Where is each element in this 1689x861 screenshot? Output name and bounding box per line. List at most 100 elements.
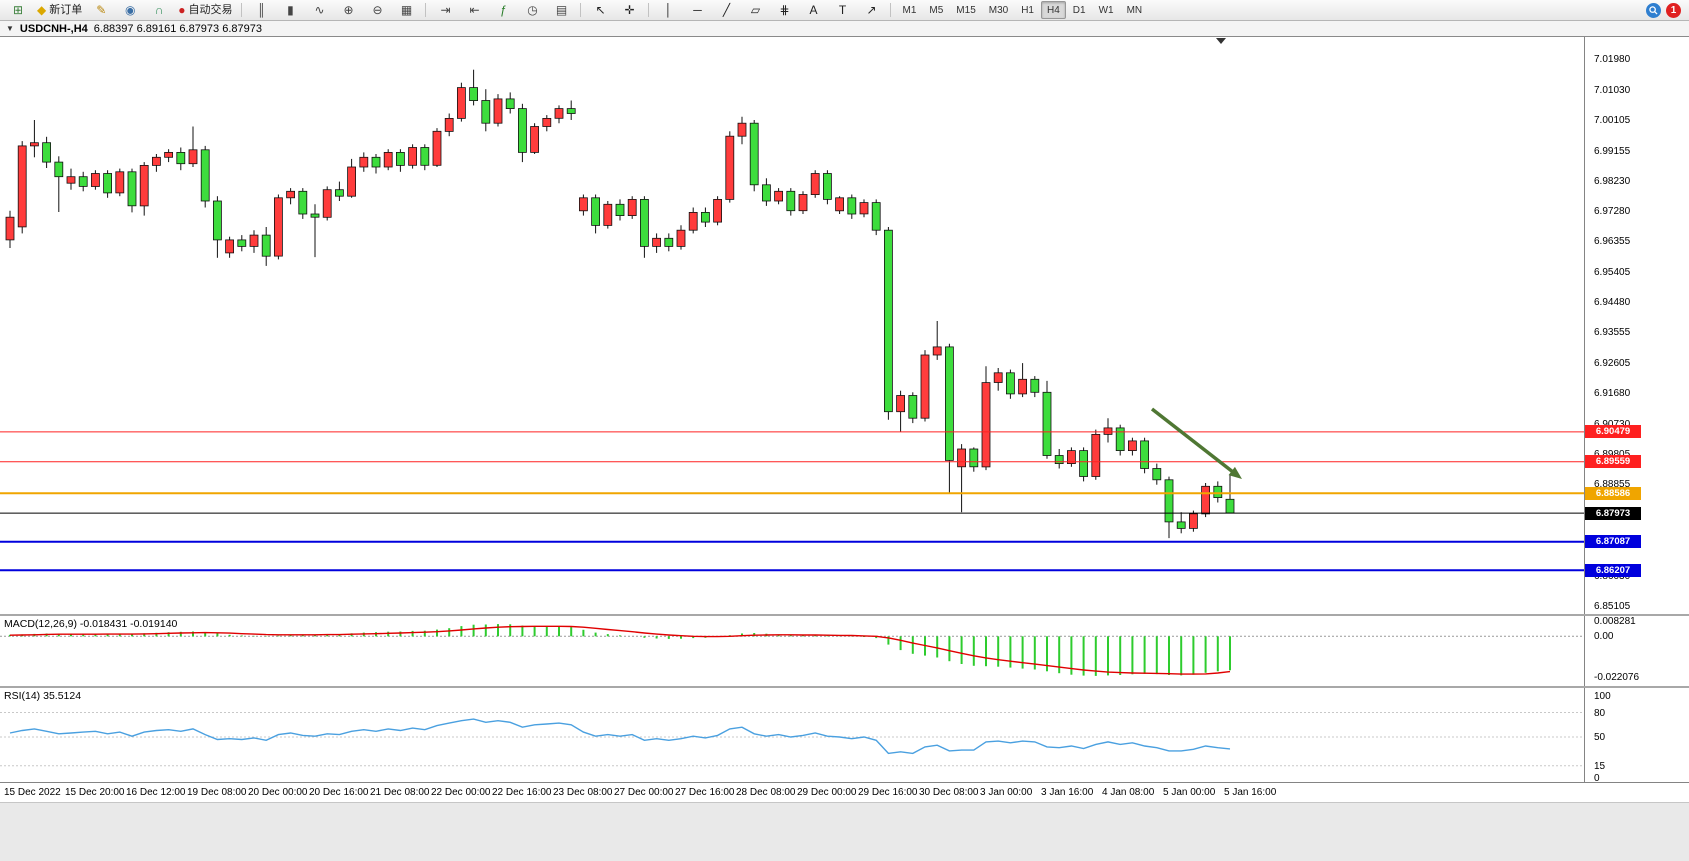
candle-body bbox=[762, 184, 771, 202]
timeframe-m1-button[interactable]: M1 bbox=[902, 4, 917, 16]
candle-body bbox=[481, 100, 491, 124]
bar-chart-button[interactable]: ║ bbox=[247, 0, 275, 20]
timeframe-h1-button[interactable]: H1 bbox=[1021, 4, 1034, 16]
timeframe-m30-button[interactable]: M30 bbox=[988, 4, 1009, 16]
time-tick-label: 27 Dec 16:00 bbox=[675, 787, 735, 798]
candle-body bbox=[176, 152, 186, 165]
timeframe-w1-button[interactable]: W1 bbox=[1098, 4, 1114, 16]
candle-body bbox=[957, 448, 966, 468]
macd-histogram bbox=[9, 624, 1231, 676]
candle-body bbox=[139, 164, 149, 207]
candle-body bbox=[737, 122, 747, 137]
text-button[interactable]: A bbox=[799, 0, 827, 20]
new-order-button[interactable]: ◆ 新订单 bbox=[33, 0, 86, 20]
rsi-panel[interactable]: RSI(14) 35.5124 bbox=[0, 688, 1584, 782]
rsi-label: RSI(14) 35.5124 bbox=[4, 690, 82, 702]
price-tick-label: 6.97280 bbox=[1594, 206, 1631, 218]
zoom-out-button[interactable]: ⊖ bbox=[363, 0, 391, 20]
auto-scroll-button[interactable]: ⇥ bbox=[431, 0, 459, 20]
vertical-line-button[interactable]: │ bbox=[654, 0, 682, 20]
candle-body bbox=[212, 200, 222, 241]
market-watch-button[interactable]: ∩ bbox=[145, 0, 173, 20]
candle-body bbox=[66, 176, 76, 184]
macd-panel[interactable]: MACD(12,26,9) -0.018431 -0.019140 bbox=[0, 616, 1584, 686]
arrows-button[interactable]: ↗ bbox=[857, 0, 885, 20]
toolbar-buttons: ⊞ ◆ 新订单 ✎ ◉ ∩ ● 自动交易 ║ ▮ ∿ ⊕ ⊖ ▦ ⇥ ⇤ ƒ ◷ ▤ ↖ ✛ │ ─ ╱ ▱ ⋕ A T ↗ M1 M5 M1… bbox=[4, 0, 1148, 20]
candle-body bbox=[1067, 450, 1076, 465]
timeframe-m5-button[interactable]: M5 bbox=[929, 4, 944, 16]
time-tick-label: 5 Jan 16:00 bbox=[1224, 787, 1277, 798]
periods-button[interactable]: ◷ bbox=[518, 0, 546, 20]
time-tick-label: 3 Jan 00:00 bbox=[980, 787, 1033, 798]
price-tick-label: 6.98230 bbox=[1594, 175, 1631, 187]
zoom-out-icon: ⊖ bbox=[372, 3, 383, 17]
line-chart-button[interactable]: ∿ bbox=[305, 0, 333, 20]
macd-axis[interactable]: 0.008281 0.00 -0.022076 bbox=[1584, 616, 1689, 686]
time-tick-label: 16 Dec 12:00 bbox=[126, 787, 186, 798]
trend-arrow-object[interactable] bbox=[1150, 407, 1242, 479]
candle-body bbox=[640, 198, 649, 247]
metaeditor-button[interactable]: ✎ bbox=[87, 0, 115, 20]
candle-body bbox=[432, 130, 442, 166]
horizontal-line-button[interactable]: ─ bbox=[683, 0, 711, 20]
candle-body bbox=[859, 202, 869, 215]
chart-collapse-icon[interactable]: ▼ bbox=[6, 24, 14, 33]
candlestick-chart-button[interactable]: ▮ bbox=[276, 0, 304, 20]
candle-body bbox=[652, 237, 661, 247]
market-watch-icon: ∩ bbox=[154, 3, 164, 17]
main-chart-panel[interactable] bbox=[0, 37, 1584, 614]
timeframe-m15-button[interactable]: M15 bbox=[956, 4, 976, 16]
timeframe-d1-button[interactable]: D1 bbox=[1072, 4, 1086, 16]
crosshair-icon: ✛ bbox=[624, 3, 635, 17]
candle-body bbox=[505, 98, 515, 110]
chart-shift-button[interactable]: ⇤ bbox=[460, 0, 488, 20]
candle-body bbox=[981, 382, 991, 468]
crosshair-button[interactable]: ✛ bbox=[615, 0, 643, 20]
candle-body bbox=[444, 118, 454, 132]
equidistant-channel-button[interactable]: ▱ bbox=[741, 0, 769, 20]
text-label-button[interactable]: T bbox=[828, 0, 856, 20]
candle-body bbox=[603, 203, 613, 226]
price-line-badge: 6.88586 bbox=[1585, 486, 1641, 500]
candle-body bbox=[115, 171, 125, 194]
candle-body bbox=[810, 173, 820, 196]
panel-separator[interactable] bbox=[0, 686, 1689, 688]
vertical-line-icon: │ bbox=[664, 3, 673, 17]
candle-body bbox=[286, 190, 296, 199]
chart-title-symbol: USDCNH-,H4 bbox=[19, 22, 88, 35]
templates-button[interactable]: ▤ bbox=[547, 0, 575, 20]
notification-badge[interactable]: 1 bbox=[1666, 2, 1681, 18]
auto-trading-button[interactable]: ● 自动交易 bbox=[174, 0, 236, 20]
tile-windows-button[interactable]: ▦ bbox=[392, 0, 420, 20]
candle-body bbox=[408, 147, 418, 166]
horizontal-line-icon: ─ bbox=[693, 3, 702, 17]
profiles-button[interactable]: ◉ bbox=[116, 0, 144, 20]
time-tick-label: 5 Jan 00:00 bbox=[1163, 787, 1216, 798]
fibonacci-button[interactable]: ⋕ bbox=[770, 0, 798, 20]
candle-body bbox=[993, 372, 1003, 383]
new-chart-button[interactable]: ⊞ bbox=[4, 0, 32, 20]
price-tick-label: 6.96355 bbox=[1594, 236, 1631, 248]
price-tick-label: 7.01030 bbox=[1594, 84, 1631, 96]
trendline-button[interactable]: ╱ bbox=[712, 0, 740, 20]
candle-body bbox=[945, 346, 954, 461]
candle-body bbox=[42, 142, 51, 163]
timeframe-mn-button[interactable]: MN bbox=[1126, 4, 1143, 16]
candle-body bbox=[359, 156, 369, 168]
candle-body bbox=[237, 239, 247, 247]
zoom-in-button[interactable]: ⊕ bbox=[334, 0, 362, 20]
candle-body bbox=[1018, 378, 1027, 395]
search-icon[interactable] bbox=[1646, 2, 1661, 18]
candle-body bbox=[908, 395, 918, 419]
candle-body bbox=[200, 149, 210, 202]
auto-scroll-icon: ⇥ bbox=[440, 3, 451, 17]
indicators-button[interactable]: ƒ bbox=[489, 0, 517, 20]
time-axis[interactable]: 15 Dec 2022 15 Dec 20:00 16 Dec 12:00 19 De… bbox=[0, 782, 1689, 802]
rsi-axis[interactable]: 100 80 50 15 0 bbox=[1584, 688, 1689, 782]
price-axis[interactable]: 7.01980 7.01030 7.00105 6.99155 6.98230 6.972… bbox=[1584, 37, 1689, 614]
candle-body bbox=[151, 156, 161, 166]
panel-separator[interactable] bbox=[0, 614, 1689, 616]
cursor-button[interactable]: ↖ bbox=[586, 0, 614, 20]
timeframe-h4-button[interactable]: H4 bbox=[1041, 1, 1066, 19]
time-tick-label: 4 Jan 08:00 bbox=[1102, 787, 1155, 798]
